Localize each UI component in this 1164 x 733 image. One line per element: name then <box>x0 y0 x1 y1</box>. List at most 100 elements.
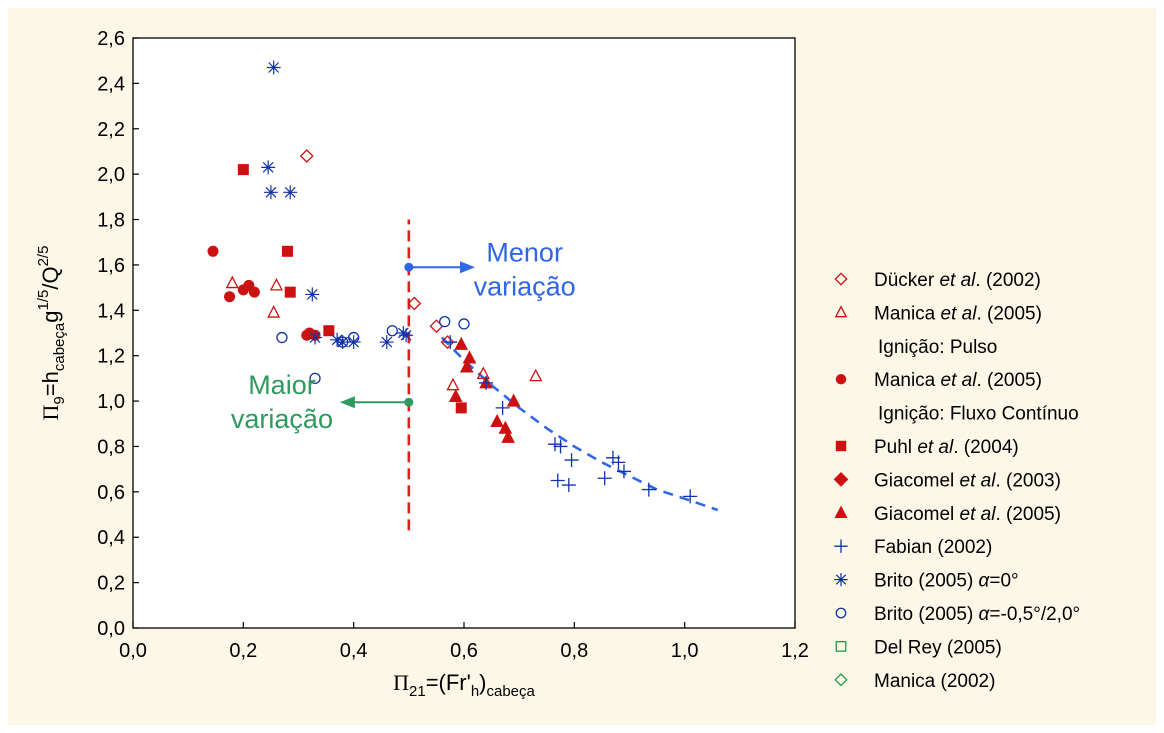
x-tick-label: 0,2 <box>229 640 257 662</box>
data-point-brito0 <box>263 185 278 200</box>
legend-marker-giacomel2003 <box>833 472 849 487</box>
data-point-brito0 <box>305 287 320 302</box>
data-point-brito05 <box>336 336 349 348</box>
y-tick-label: 2,2 <box>97 119 125 141</box>
data-point-fabian <box>616 464 631 479</box>
legend-text: . (2005) <box>995 504 1060 525</box>
x-label-sub: h <box>471 683 479 700</box>
maior-arrow-head <box>339 396 355 409</box>
y-label-sup: 2/5 <box>35 246 52 267</box>
legend-marker-brito05 <box>835 607 847 619</box>
legend-text: =-0,5°/2,0° <box>989 604 1080 625</box>
legend-marker-manica_fluxo <box>835 373 847 385</box>
series-puhl <box>237 164 467 414</box>
data-point-fabian <box>548 437 563 452</box>
x-label-prefix: Π <box>393 670 409 695</box>
data-point-puhl <box>323 325 335 337</box>
x-label-sub: 21 <box>409 683 426 700</box>
data-point-manica_pulso <box>446 377 460 391</box>
y-label-mid: =h <box>38 371 63 396</box>
x-tick-label: 0,4 <box>340 640 368 662</box>
legend-marker-manica2002 <box>834 673 848 687</box>
legend-sublabel-manica_fluxo: Ignição: Fluxo Contínuo <box>878 404 1079 425</box>
data-point-giacomel2005 <box>462 350 477 364</box>
legend-text-italic: α <box>979 571 991 592</box>
menor-arrow-head <box>460 261 476 274</box>
legend-text: . (2003) <box>995 470 1060 491</box>
data-point-brito05 <box>309 372 321 385</box>
data-point-brito0 <box>330 332 345 347</box>
legend-marker-puhl <box>835 440 847 452</box>
legend-text-italic: et al <box>941 303 978 324</box>
legend-text: Puhl <box>874 437 917 458</box>
markers-layer <box>207 60 698 504</box>
x-tick-label: 1,0 <box>671 640 699 662</box>
y-tick-label: 2,0 <box>97 164 125 186</box>
legend-entry-delrey: Del Rey (2005) <box>874 637 1002 658</box>
legend-entry-brito05: Brito (2005) α=-0,5°/2,0° <box>874 604 1080 625</box>
legend-text: . (2005) <box>976 303 1041 324</box>
legend: Dücker et al. (2002)Manica et al. (2005)… <box>833 270 1080 692</box>
y-label-sup: 1/5 <box>35 290 52 311</box>
y-label-sub: 9 <box>51 396 68 404</box>
data-point-brito05 <box>458 318 470 330</box>
data-point-manica_pulso <box>225 275 239 289</box>
y-tick-label: 1,0 <box>97 391 125 413</box>
y-tick-label: 2,6 <box>97 28 125 50</box>
data-point-puhl <box>284 286 296 298</box>
legend-text-italic: et al <box>960 504 997 525</box>
legend-text: Giacomel <box>874 470 960 491</box>
legend-text: Fabian (2002) <box>874 537 992 558</box>
data-point-manica_fluxo <box>207 245 219 257</box>
x-label-sub: cabeça <box>487 683 536 700</box>
data-point-puhl <box>281 245 293 257</box>
x-axis-label: Π21=(Fr'h)cabeça <box>393 670 535 700</box>
annotations-layer: Menor variação Maior variação <box>231 237 576 434</box>
menor-annotation-line: variação <box>474 271 576 301</box>
data-point-manica_pulso <box>267 305 281 318</box>
data-point-brito05 <box>439 316 451 328</box>
data-point-brito0 <box>261 160 276 175</box>
data-point-fabian <box>561 478 576 493</box>
data-point-fabian <box>479 375 494 390</box>
y-axis-label: Π9=hcabeçag1/5/Q2/5 <box>35 246 68 421</box>
x-tick-label: 1,2 <box>781 640 809 662</box>
data-point-brito05 <box>386 325 398 337</box>
menor-annotation-line: Menor <box>486 237 563 267</box>
data-point-brito0 <box>308 330 323 345</box>
x-label-mid: =(Fr' <box>426 670 471 695</box>
data-point-manica_fluxo <box>224 291 236 303</box>
data-point-manica_fluxo <box>248 286 260 298</box>
data-point-manica_pulso <box>476 366 490 379</box>
legend-text-italic: et al <box>939 270 976 291</box>
y-tick-label: 2,4 <box>97 73 125 95</box>
data-point-fabian <box>611 455 626 470</box>
data-point-brito0 <box>283 185 298 200</box>
data-point-fabian <box>597 471 612 486</box>
data-point-fabian <box>495 400 510 415</box>
legend-text: . (2005) <box>976 370 1041 391</box>
data-point-giacomel2005 <box>501 429 515 443</box>
legend-text: Manica <box>874 370 941 391</box>
legend-text: Del Rey (2005) <box>874 637 1002 658</box>
data-point-puhl <box>237 164 249 176</box>
x-label-close: ) <box>479 670 486 695</box>
legend-marker-ducker <box>834 272 848 286</box>
x-tick-label: 0,0 <box>119 640 147 662</box>
y-tick-label: 0,4 <box>97 527 125 549</box>
maior-annotation-line: Maior <box>248 370 316 400</box>
legend-marker-fabian <box>834 539 848 553</box>
data-point-fabian <box>443 335 458 350</box>
legend-text-italic: et al <box>917 437 954 458</box>
x-tick-label: 0,6 <box>450 640 478 662</box>
legend-entry-giacomel2005: Giacomel et al. (2005) <box>874 504 1061 525</box>
legend-marker-delrey <box>835 641 847 652</box>
y-tick-label: 0,6 <box>97 482 125 504</box>
data-point-giacomel2005 <box>448 388 463 403</box>
legend-entry-ducker: Dücker et al. (2002) <box>874 270 1041 291</box>
legend-text-italic: et al <box>941 370 978 391</box>
y-tick-label: 1,8 <box>97 210 125 232</box>
legend-text: Brito (2005) <box>874 571 979 592</box>
legend-sublabel-manica_pulso: Ignição: Pulso <box>878 337 997 358</box>
